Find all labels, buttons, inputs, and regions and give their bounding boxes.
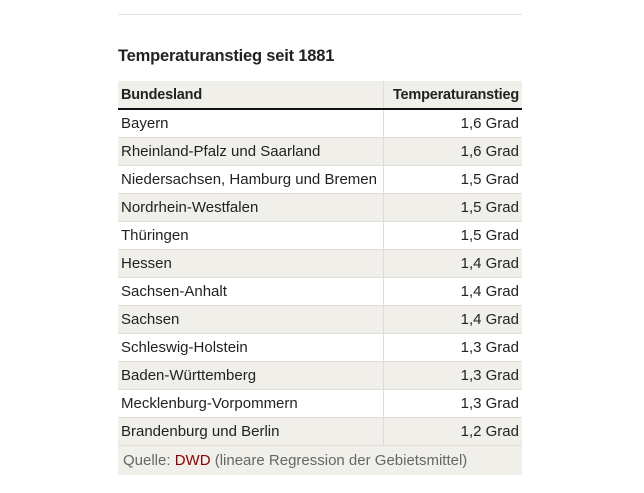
divider — [118, 14, 522, 15]
value-cell: 1,2 Grad — [383, 417, 522, 446]
table-row: Baden-Württemberg 1,3 Grad — [118, 361, 522, 390]
table-row: Rheinland-Pfalz und Saarland 1,6 Grad — [118, 137, 522, 166]
column-header-state[interactable]: Bundesland — [118, 81, 384, 110]
state-cell: Sachsen — [118, 305, 384, 334]
source-caption: Quelle: DWD (lineare Regression der Gebi… — [118, 445, 522, 475]
value-cell: 1,5 Grad — [383, 193, 522, 222]
source-link-dwd[interactable]: DWD — [174, 452, 211, 469]
value-cell: 1,6 Grad — [383, 137, 522, 166]
source-prefix: Quelle: — [123, 452, 175, 469]
table-title: Temperaturanstieg seit 1881 — [118, 47, 335, 65]
temperature-table: Bundesland Temperaturanstieg Bayern 1,6 G… — [118, 81, 522, 475]
state-cell: Bayern — [118, 109, 384, 138]
table-row: Bayern 1,6 Grad — [118, 109, 522, 138]
value-cell: 1,3 Grad — [383, 333, 522, 362]
state-cell: Rheinland-Pfalz und Saarland — [118, 137, 384, 166]
table-row: Sachsen-Anhalt 1,4 Grad — [118, 277, 522, 306]
value-cell: 1,6 Grad — [383, 109, 522, 138]
state-cell: Brandenburg und Berlin — [118, 417, 384, 446]
table-row: Mecklenburg-Vorpommern 1,3 Grad — [118, 389, 522, 418]
source-suffix: (lineare Regression der Gebietsmittel) — [210, 452, 468, 469]
value-cell: 1,4 Grad — [383, 249, 522, 278]
table-row: Niedersachsen, Hamburg und Bremen 1,5 Gra… — [118, 165, 522, 194]
value-cell: 1,4 Grad — [383, 277, 522, 306]
source-row: Quelle: DWD (lineare Regression der Gebi… — [118, 445, 522, 475]
column-header-increase[interactable]: Temperaturanstieg — [383, 81, 522, 110]
state-cell: Niedersachsen, Hamburg und Bremen — [118, 165, 384, 194]
state-cell: Hessen — [118, 249, 384, 278]
table-row: Sachsen 1,4 Grad — [118, 305, 522, 334]
table-header-row: Bundesland Temperaturanstieg — [118, 81, 522, 110]
state-cell: Thüringen — [118, 221, 384, 250]
table-row: Schleswig-Holstein 1,3 Grad — [118, 333, 522, 362]
value-cell: 1,3 Grad — [383, 389, 522, 418]
state-cell: Schleswig-Holstein — [118, 333, 384, 362]
state-cell: Baden-Württemberg — [118, 361, 384, 390]
table-row: Thüringen 1,5 Grad — [118, 221, 522, 250]
state-cell: Nordrhein-Westfalen — [118, 193, 384, 222]
value-cell: 1,5 Grad — [383, 221, 522, 250]
table-row: Nordrhein-Westfalen 1,5 Grad — [118, 193, 522, 222]
value-cell: 1,3 Grad — [383, 361, 522, 390]
value-cell: 1,5 Grad — [383, 165, 522, 194]
state-cell: Sachsen-Anhalt — [118, 277, 384, 306]
table-row: Brandenburg und Berlin 1,2 Grad — [118, 417, 522, 446]
state-cell: Mecklenburg-Vorpommern — [118, 389, 384, 418]
value-cell: 1,4 Grad — [383, 305, 522, 334]
table-row: Hessen 1,4 Grad — [118, 249, 522, 278]
